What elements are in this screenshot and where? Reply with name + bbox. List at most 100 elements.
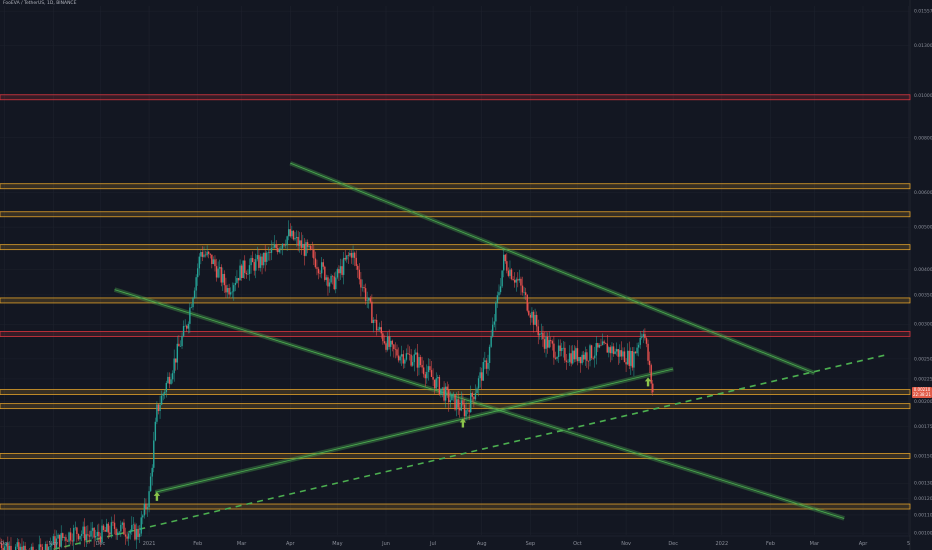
candle-body [529,314,532,318]
candle-body [479,372,481,379]
candle-body [325,277,328,280]
candle-body [523,292,525,293]
candle-body [509,269,511,276]
candle-body [251,258,254,263]
candle-body [22,545,25,550]
candle-body [138,533,141,537]
candle-body [157,404,160,412]
candle-body [5,542,7,547]
candle-body [220,267,222,283]
candle-body [212,259,215,265]
candle-body [455,399,458,410]
candle-body [278,248,281,253]
candle-body [619,350,621,357]
candle-body [492,324,494,337]
candle-body [40,544,42,547]
candle-body [507,270,510,276]
candle-body [548,340,550,348]
price-axis-label: 0.01557 [914,9,932,15]
candle-body [142,515,144,518]
dashed-trend-line [46,354,886,550]
candle-body [204,254,207,256]
candle-body [358,269,361,280]
candle-body [164,391,166,394]
time-axis-label: Nov [48,541,58,547]
candle-body [299,240,301,246]
candle-body [532,311,535,325]
candle-body [397,355,400,361]
candle-body [631,350,634,368]
candle-body [485,360,488,369]
candle-body [531,311,533,318]
candle-body [54,536,56,549]
candle-body [234,282,237,286]
candle-body [540,332,543,334]
candle-body [568,353,571,362]
candle-body [604,343,607,344]
candle-body [179,346,182,347]
candle-body [297,236,299,246]
candle-body [415,352,417,355]
candle-body [316,267,318,269]
candle-body [535,314,538,327]
candle-body [501,270,503,287]
candle-body [277,248,279,253]
price-axis[interactable]: 0.01557 0.01300 0.01000 0.00800 0.00600 0.005… [914,9,932,537]
candle-body [644,334,646,339]
candle-body [283,243,285,246]
candle-body [168,376,171,384]
candle-body [441,387,444,389]
candle-body [499,286,502,293]
candle-body [101,525,103,543]
candle-body [426,372,428,379]
price-axis-label: 0.00350 [914,292,932,298]
candle-body [581,354,583,364]
candle-body [49,545,51,547]
candle-body [187,323,189,329]
candle-body [286,236,288,246]
candle-body [63,537,66,538]
time-axis-label: May [332,541,342,547]
candle-body [96,531,98,536]
candle-body [167,376,169,383]
signal-arrows [153,377,652,501]
candle-body [84,526,86,541]
candle-body [615,349,618,352]
candle-body [181,335,183,347]
candle-body [160,395,163,405]
candle-body [237,278,240,281]
candle-body [107,523,109,533]
candle-body [543,339,546,349]
time-axis-label: Jun [381,541,390,547]
candle-body [639,337,641,345]
candle-body [648,360,651,366]
candle-body [623,351,626,363]
candle-body [258,255,260,268]
candle-body [474,393,477,400]
candle-body [600,344,602,346]
candle-body [60,533,62,547]
price-axis-label: 0.00225 [914,376,932,382]
candle-body [269,252,271,253]
candle-body [129,531,131,534]
candle-body [218,267,221,269]
candle-body [350,252,353,258]
time-axis[interactable]: Oct Nov Dec 2021 Feb Mar Apr May Jun Jul Aug Sep Oct… [0,541,910,547]
candle-body [302,243,304,248]
candle-body [58,534,61,547]
candle-body [575,348,577,360]
candle-body [74,527,77,529]
candle-body [369,297,372,302]
candle-body [281,243,284,249]
candle-body [203,254,205,257]
candle-body [173,358,175,374]
candle-body [584,352,586,360]
trend-channel-line [290,162,815,374]
candle-body [590,345,593,359]
candle-body [463,404,466,417]
candle-body [495,302,497,322]
candle-body [77,534,80,540]
candle-body [634,351,637,354]
candle-body [14,546,17,550]
